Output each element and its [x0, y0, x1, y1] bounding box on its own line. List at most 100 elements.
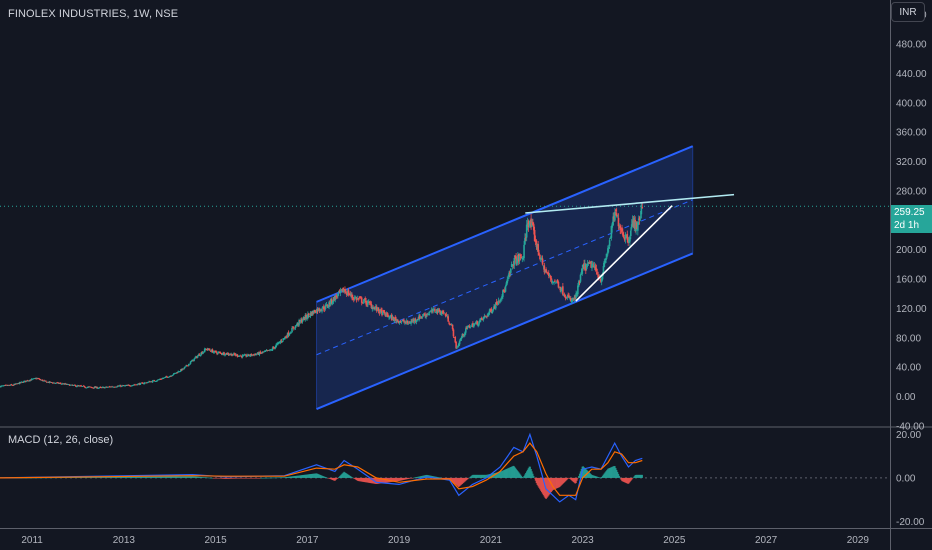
macd-histogram-bar [453, 477, 456, 484]
candle-body [437, 308, 440, 313]
candle-body [349, 293, 352, 296]
candle-body [273, 347, 276, 349]
macd-histogram-bar [435, 476, 437, 478]
candle-body [30, 379, 32, 381]
macd-histogram-bar [535, 477, 538, 484]
candle-body [157, 379, 159, 381]
candle-body [362, 301, 365, 303]
candle-body [343, 289, 345, 293]
macd-histogram-bar [508, 467, 510, 478]
macd-histogram-bar [103, 477, 105, 478]
macd-histogram-bar [557, 477, 560, 488]
candle-body [620, 228, 622, 230]
candle-body [425, 314, 427, 318]
candle-body [230, 353, 232, 355]
candle-body [337, 291, 340, 293]
macd-histogram-bar [145, 476, 148, 478]
candle-body [60, 383, 62, 384]
macd-histogram-bar [215, 477, 217, 479]
macd-histogram-bar [617, 473, 620, 478]
macd-histogram-bar [405, 477, 407, 480]
macd-histogram-bar [474, 474, 477, 478]
macd-histogram-bar [241, 477, 243, 479]
macd-histogram-bar [413, 477, 415, 479]
currency-button[interactable]: INR [891, 2, 925, 22]
macd-histogram-bar [494, 472, 496, 478]
candle-body [110, 386, 112, 388]
macd-histogram-bar [445, 477, 448, 479]
candle-body [376, 307, 379, 310]
candle-body [517, 253, 520, 262]
candle-body [428, 312, 431, 313]
candle-body [527, 220, 530, 228]
candle-body [143, 383, 145, 385]
macd-histogram-bar [569, 477, 571, 479]
macd-histogram-bar [404, 477, 406, 480]
macd-histogram-bar [275, 477, 277, 479]
candle-body [85, 387, 88, 389]
candle-body [285, 337, 287, 338]
macd-histogram-bar [170, 476, 172, 478]
candle-body [487, 312, 490, 315]
candle-body [80, 385, 82, 387]
candle-body [177, 371, 180, 373]
candle-body [134, 384, 136, 386]
time-tick-label: 2011 [21, 535, 43, 546]
signal-line [0, 442, 643, 496]
macd-histogram-bar [216, 477, 218, 479]
candle-body [283, 338, 285, 339]
macd-histogram-bar [628, 477, 630, 484]
candle-body [482, 317, 485, 320]
candle-body [493, 305, 495, 309]
macd-histogram-bar [484, 474, 486, 478]
macd-histogram-bar [391, 477, 394, 482]
candle-body [291, 327, 293, 333]
candle-body [324, 305, 327, 309]
macd-histogram-bar [343, 471, 345, 478]
macd-histogram-bar [466, 477, 469, 480]
macd-histogram-bar [207, 477, 209, 479]
candle-body [352, 298, 355, 300]
macd-histogram-bar [213, 477, 216, 479]
macd-histogram-bar [174, 476, 177, 478]
macd-histogram-bar [638, 474, 641, 478]
macd-histogram-bar [509, 467, 511, 478]
candle-body [554, 280, 556, 282]
macd-histogram-bar [271, 477, 273, 479]
macd-histogram-bar [412, 477, 414, 479]
macd-histogram-bar [417, 476, 419, 478]
candle-body [117, 385, 120, 387]
macd-histogram-bar [309, 474, 312, 478]
candle-body [241, 355, 244, 358]
macd-histogram-bar [238, 477, 240, 479]
macd-histogram-bar [96, 477, 98, 478]
macd-histogram-bar [497, 472, 500, 478]
macd-histogram-bar [105, 477, 107, 478]
candle-body [82, 385, 84, 387]
candle-body [43, 380, 45, 382]
candle-body [206, 349, 209, 350]
macd-histogram-bar [334, 477, 336, 481]
macd-histogram-bar [302, 474, 305, 478]
macd-histogram-bar [261, 477, 263, 479]
candle-body [28, 380, 30, 382]
macd-histogram-bar [456, 477, 458, 486]
macd-histogram-bar [344, 472, 346, 478]
candle-body [551, 281, 554, 282]
macd-histogram-bar [490, 473, 493, 478]
candle-body [193, 358, 195, 362]
candle-body [197, 354, 200, 357]
candle-body [38, 378, 41, 380]
macd-histogram-bar [90, 477, 92, 478]
candle-body [234, 354, 237, 356]
macd-histogram-bar [280, 477, 283, 478]
macd-histogram-bar [401, 477, 403, 481]
macd-histogram-bar [228, 477, 231, 479]
candle-body [130, 385, 133, 387]
macd-histogram-bar [116, 476, 119, 478]
candle-body [306, 317, 308, 319]
candle-body [353, 297, 356, 299]
candle-body [379, 309, 382, 313]
candle-body [164, 377, 166, 378]
